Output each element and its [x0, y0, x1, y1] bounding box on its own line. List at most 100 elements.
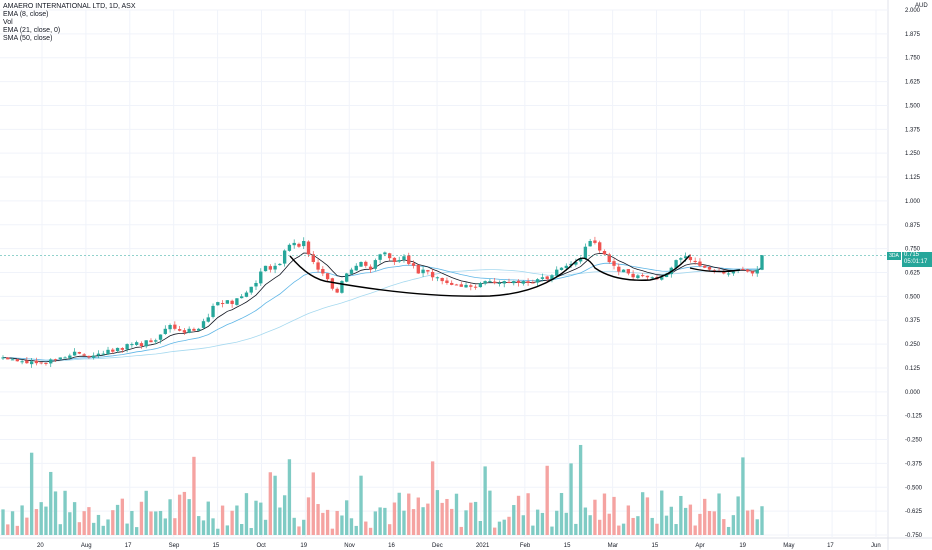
volume-bar — [755, 519, 759, 535]
legend-title: AMAERO INTERNATIONAL LTD, 1D, ASX — [3, 3, 136, 10]
candle-body — [197, 328, 201, 331]
volume-bar — [6, 524, 10, 535]
volume-bar — [722, 519, 726, 535]
candle-body — [445, 280, 449, 283]
volume-bar — [397, 492, 401, 535]
volume-bar — [660, 490, 664, 535]
candle-body — [502, 281, 506, 284]
candle-body — [726, 273, 731, 275]
candle-body — [378, 254, 382, 260]
volume-bar — [392, 502, 397, 535]
candle-body — [235, 298, 239, 305]
candle-body — [58, 357, 62, 359]
candle-body — [201, 321, 206, 328]
volume-bar — [454, 493, 459, 535]
candle-body — [278, 263, 282, 266]
volume-bar — [82, 511, 86, 535]
candle-body — [493, 281, 497, 283]
volume-bar — [598, 519, 602, 535]
candle-body — [92, 355, 96, 358]
volume-bar — [101, 525, 105, 535]
candle-body — [598, 242, 602, 251]
volume-bar — [464, 510, 468, 535]
volume-bar — [683, 507, 688, 535]
candle-body — [488, 281, 492, 283]
volume-bar — [154, 511, 158, 535]
x-tick-label: 15 — [652, 543, 659, 549]
candle-body — [244, 292, 249, 297]
candle-body — [607, 254, 611, 262]
candle-body — [602, 251, 607, 255]
y-tick-label: -0.500 — [905, 485, 923, 491]
volume-bar — [49, 471, 53, 535]
volume-bar — [746, 510, 750, 535]
volume-bar — [497, 521, 502, 535]
y-tick-label: -0.625 — [905, 509, 923, 515]
candle-body — [626, 269, 631, 274]
volume-bar — [349, 518, 354, 535]
volume-bar — [316, 504, 320, 535]
candle-body — [722, 271, 726, 274]
candle-body — [430, 271, 435, 278]
volume-bar — [736, 496, 740, 535]
volume-bar — [526, 493, 530, 535]
x-tick-label: 20 — [37, 543, 44, 549]
volume-bar — [53, 491, 58, 535]
candle-body — [34, 360, 39, 364]
candle-body — [407, 255, 411, 264]
candle-body — [316, 262, 320, 270]
volume-bar — [440, 502, 444, 535]
volume-bar — [483, 466, 487, 535]
volume-bar — [469, 502, 473, 535]
volume-bar — [741, 457, 745, 535]
volume-bar — [655, 523, 659, 535]
y-tick-label: 0.875 — [905, 223, 921, 229]
volume-bar — [626, 505, 631, 535]
volume-bar — [111, 510, 115, 535]
y-tick-label: 1.125 — [905, 175, 921, 181]
volume-bar — [44, 506, 48, 535]
volume-bar — [650, 517, 654, 535]
volume-bar — [297, 526, 301, 535]
candle-body — [640, 275, 645, 277]
candle-body — [731, 271, 736, 274]
volume-bar — [698, 513, 702, 535]
volume-bar — [182, 491, 187, 535]
legend-ema8: EMA (8, close) — [3, 11, 49, 18]
candle-body — [559, 267, 564, 271]
volume-bar — [617, 525, 621, 535]
candle-body — [564, 265, 568, 269]
candle-body — [173, 324, 177, 329]
chart-legend: AMAERO INTERNATIONAL LTD, 1D, ASX EMA (8… — [3, 3, 136, 43]
candle-body — [325, 273, 330, 280]
candle-body — [72, 351, 77, 356]
candle-body — [569, 263, 573, 266]
volume-bar — [712, 511, 716, 535]
volume-bar — [206, 501, 210, 535]
candle-body — [507, 281, 511, 283]
candle-body — [402, 256, 406, 260]
x-tick-label: Sep — [169, 543, 180, 549]
volume-bar — [187, 499, 191, 535]
volume-bar — [407, 493, 411, 535]
candle-body — [440, 277, 444, 282]
volume-bar — [535, 509, 540, 535]
volume-bar — [760, 506, 764, 535]
candle-body — [96, 353, 101, 356]
volume-bar — [478, 520, 483, 535]
candle-body — [392, 257, 397, 262]
x-tick-label: Dec — [432, 543, 443, 549]
candle-body — [540, 277, 545, 279]
candle-body — [158, 334, 163, 340]
volume-bar — [488, 490, 492, 535]
volume-bar — [325, 509, 330, 535]
candle-body — [273, 265, 277, 270]
y-tick-label: 0.250 — [905, 342, 921, 348]
candle-body — [25, 360, 29, 364]
candle-body — [297, 243, 301, 247]
candle-body — [10, 359, 15, 361]
candle-body — [216, 302, 220, 306]
ema21-line — [2, 262, 763, 361]
